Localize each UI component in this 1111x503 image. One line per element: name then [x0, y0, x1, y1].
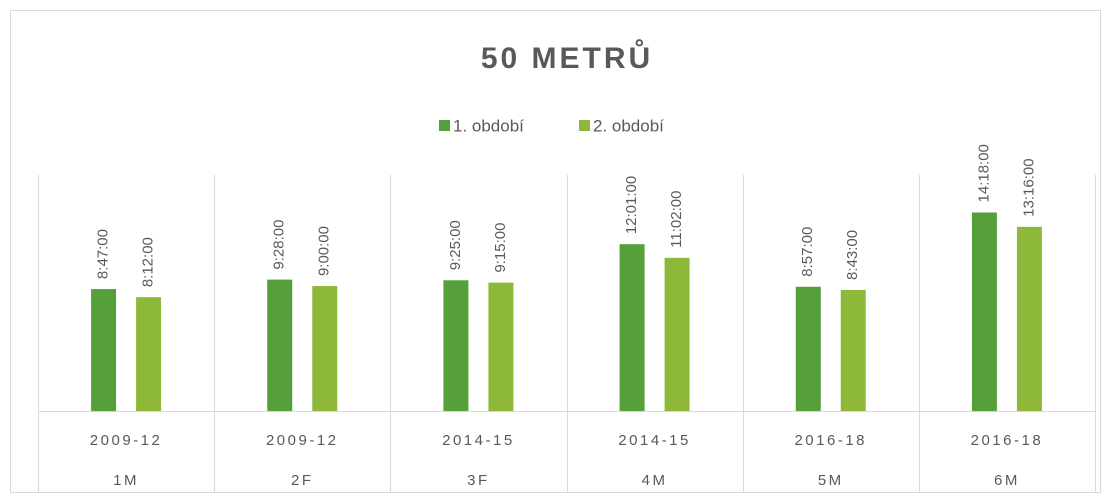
- x-tick-label: 5M: [818, 472, 844, 489]
- x-tick-label: 2016-18: [971, 432, 1044, 449]
- bar: [840, 289, 866, 411]
- x-tick-label: 6M: [994, 472, 1020, 489]
- data-label: 12:01:00: [623, 176, 640, 234]
- bar: [664, 257, 690, 411]
- x-tick-label: 4M: [642, 472, 668, 489]
- x-tick-label: 2009-12: [266, 432, 339, 449]
- chart-frame: [10, 10, 1101, 493]
- bar: [488, 282, 514, 411]
- x-tick-label: 2009-12: [90, 432, 163, 449]
- data-label: 9:28:00: [271, 220, 288, 270]
- legend-label: 2. období: [593, 116, 664, 135]
- bar: [267, 279, 293, 411]
- legend-label: 1. období: [453, 116, 524, 135]
- bar: [795, 286, 821, 411]
- x-tick-label: 2014-15: [618, 432, 691, 449]
- x-tick-label: 2014-15: [442, 432, 515, 449]
- x-tick-label: 1M: [113, 472, 139, 489]
- data-label: 8:12:00: [140, 237, 157, 287]
- data-label: 8:47:00: [95, 229, 112, 279]
- data-label: 11:02:00: [668, 191, 685, 248]
- data-label: 13:16:00: [1020, 158, 1037, 216]
- bar: [971, 212, 997, 411]
- data-label: 9:15:00: [492, 223, 509, 273]
- legend-swatch: [579, 120, 590, 131]
- bar: [619, 244, 645, 411]
- x-tick-label: 3F: [467, 472, 490, 489]
- data-label: 9:25:00: [447, 220, 464, 270]
- x-tick-label: 2F: [291, 472, 314, 489]
- data-label: 9:00:00: [316, 226, 333, 276]
- bar: [91, 289, 117, 411]
- chart-title: 50 METRŮ: [481, 39, 653, 75]
- bar: [1016, 226, 1042, 411]
- bar: [443, 280, 469, 411]
- data-label: 8:57:00: [799, 227, 816, 277]
- data-label: 8:43:00: [844, 230, 861, 280]
- x-tick-label: 2016-18: [794, 432, 867, 449]
- legend-swatch: [439, 120, 450, 131]
- bar: [312, 286, 338, 411]
- data-label: 14:18:00: [975, 144, 992, 202]
- bar: [136, 297, 162, 411]
